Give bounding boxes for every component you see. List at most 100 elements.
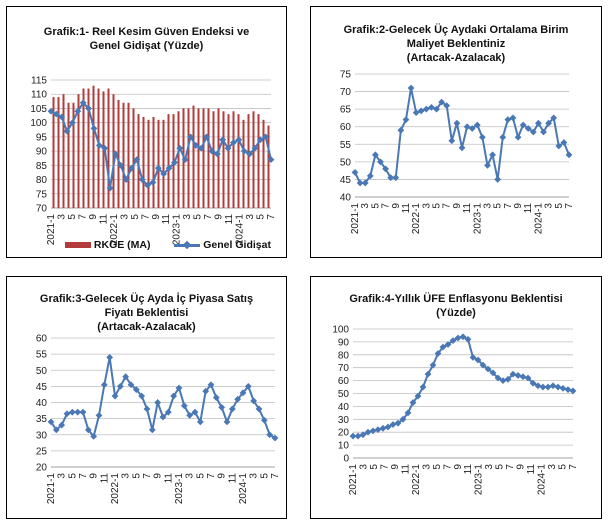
x-tick-label: 7 (379, 464, 390, 470)
x-tick-label: 11 (526, 464, 537, 475)
y-tick-label: 25 (36, 446, 48, 457)
x-tick-label: 2023-1 (472, 203, 483, 235)
data-point (499, 377, 507, 384)
bar (242, 119, 245, 208)
chart-1-title: Grafik:1- Reel Kesim Güven Endeksi ve Ge… (7, 25, 286, 53)
bar (142, 116, 145, 208)
x-tick-label: 5 (493, 203, 504, 209)
data-point (63, 410, 71, 418)
y-tick-label: 70 (340, 87, 352, 98)
y-tick-label: 75 (340, 70, 352, 81)
data-point (397, 126, 405, 134)
x-tick-label: 2021-1 (350, 203, 361, 235)
x-tick-label: 11 (99, 473, 110, 484)
data-point (379, 424, 387, 432)
data-point (154, 399, 162, 406)
y-tick-label: 40 (338, 402, 350, 413)
data-point (246, 150, 253, 158)
bar (232, 111, 235, 208)
data-point (417, 107, 425, 115)
bar (127, 102, 130, 208)
y-tick-label: 80 (36, 175, 48, 186)
bar (152, 116, 155, 208)
data-point (224, 144, 232, 152)
x-tick-label: 11 (163, 473, 174, 484)
x-tick-label: 3 (482, 203, 493, 209)
x-tick-label: 5 (432, 464, 443, 470)
data-point (529, 128, 537, 136)
data-point (79, 408, 87, 416)
data-point (218, 403, 226, 411)
x-tick-label: 7 (270, 473, 281, 479)
data-point (404, 409, 412, 417)
y-tick-label: 60 (338, 376, 350, 387)
x-tick-label: 7 (77, 214, 88, 220)
bar (227, 114, 230, 208)
y-tick-label: 90 (338, 337, 350, 348)
x-tick-label: 2022-1 (411, 464, 422, 496)
x-tick-label: 5 (495, 464, 506, 470)
chart-panel-3: Grafik:3-Gelecek Üç Ayda İç Piyasa Satış… (6, 276, 287, 519)
data-point (519, 121, 527, 129)
data-point (555, 142, 563, 150)
y-tick-label: 40 (36, 398, 48, 409)
data-point (58, 113, 66, 121)
data-point (260, 416, 268, 424)
x-tick-label: 11 (523, 203, 534, 214)
bar (192, 105, 195, 208)
bar (247, 114, 250, 208)
x-tick-label: 5 (554, 203, 565, 209)
x-tick-label: 9 (153, 473, 164, 479)
data-point (223, 418, 231, 426)
data-point (509, 114, 517, 122)
bar (62, 94, 65, 208)
y-tick-label: 20 (338, 428, 350, 439)
y-tick-label: 70 (338, 363, 350, 374)
data-point (454, 334, 462, 342)
y-tick-label: 50 (36, 366, 48, 377)
chart-4-title: Grafik:4-Yıllık ÜFE Enflasyonu Beklentis… (311, 292, 601, 320)
data-point (349, 432, 357, 440)
data-point (560, 139, 568, 146)
data-point (187, 133, 194, 141)
x-tick-label: 7 (503, 203, 514, 209)
data-point (192, 142, 200, 149)
data-point (90, 124, 98, 132)
y-tick-label: 50 (340, 157, 352, 168)
chart-panel-1: Grafik:1- Reel Kesim Güven Endeksi ve Ge… (6, 6, 287, 258)
data-point (374, 426, 382, 434)
x-tick-label: 9 (88, 214, 99, 220)
data-point (504, 116, 512, 124)
data-point (138, 392, 146, 400)
x-tick-label: 3 (484, 464, 495, 470)
x-tick-label: 7 (142, 473, 153, 479)
bar (92, 85, 95, 208)
y-tick-label: 50 (338, 389, 350, 400)
x-tick-label: 7 (568, 464, 579, 470)
data-point (132, 386, 140, 393)
series-line (50, 357, 276, 439)
data-point (414, 392, 422, 400)
data-point (267, 156, 275, 164)
x-tick-label: 11 (401, 203, 412, 214)
chart-2-title-line-2: Maliyet Beklentiniz (406, 38, 506, 50)
legend-bar-swatch (65, 242, 91, 249)
data-point (382, 165, 389, 173)
chart-3-title-line-1: Grafik:3-Gelecek Üç Ayda İç Piyasa Satış (39, 293, 254, 305)
data-point (369, 427, 377, 435)
data-point (438, 98, 446, 106)
data-point (545, 119, 553, 127)
data-point (399, 415, 407, 423)
data-point (116, 382, 124, 390)
x-tick-label: 7 (206, 473, 217, 479)
data-point (444, 341, 452, 348)
x-tick-label: 5 (67, 214, 78, 220)
data-point (463, 123, 471, 131)
data-point (111, 150, 119, 158)
data-point (213, 150, 221, 158)
data-point (149, 179, 157, 186)
bar (252, 111, 255, 208)
bar (197, 108, 200, 208)
bar (237, 114, 240, 208)
